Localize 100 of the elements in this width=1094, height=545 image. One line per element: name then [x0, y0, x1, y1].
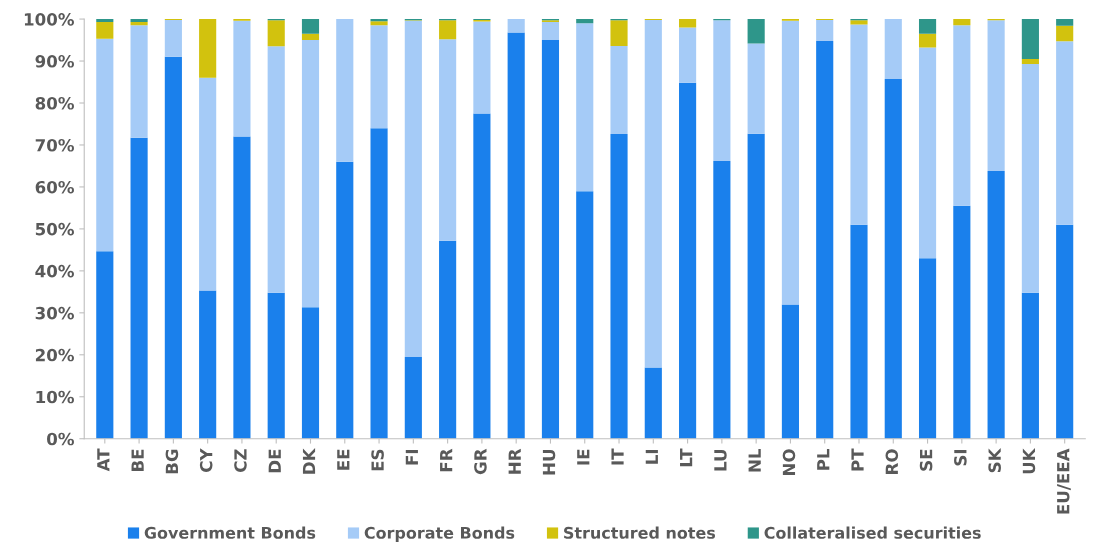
bar — [987, 20, 1005, 171]
bar — [267, 292, 285, 439]
bar — [610, 134, 628, 439]
x-tick-label: NL — [748, 448, 761, 472]
x-tick-label: ES — [371, 449, 384, 471]
bar — [370, 25, 388, 129]
y-tick-label: 20% — [35, 348, 74, 362]
x-tick-label: LT — [680, 448, 693, 467]
x-tick-label: EU/EEA — [1057, 448, 1071, 514]
y-tick-label: 50% — [35, 222, 74, 236]
y-tick-label: 80% — [35, 96, 74, 110]
x-tick-label: AT — [97, 448, 110, 472]
bar — [850, 20, 868, 25]
bar — [918, 258, 937, 439]
bar — [850, 24, 868, 225]
bar — [404, 356, 422, 439]
legend-label: Structured notes — [564, 526, 716, 539]
bar — [610, 20, 628, 46]
bar — [439, 39, 457, 241]
y-tick-label: 10% — [36, 390, 74, 404]
bar — [918, 19, 937, 34]
bar — [953, 19, 971, 26]
bar — [473, 113, 491, 439]
bar — [610, 45, 628, 135]
bar — [301, 33, 320, 41]
bar — [747, 19, 765, 44]
bar — [1056, 19, 1074, 26]
x-tick-label: DE — [268, 449, 281, 473]
bar — [507, 32, 525, 439]
bar — [781, 20, 799, 305]
bar — [953, 25, 971, 206]
bar — [884, 79, 902, 439]
bar — [1056, 25, 1074, 42]
bar — [747, 133, 765, 439]
x-tick-label: HR — [508, 448, 521, 474]
y-tick-label: 100% — [24, 13, 74, 26]
bar — [816, 40, 834, 439]
bar — [336, 19, 354, 162]
bar — [679, 82, 697, 439]
x-tick-label: IT — [611, 448, 624, 465]
bar — [301, 307, 320, 439]
bar — [507, 19, 525, 33]
bar — [1056, 224, 1074, 439]
bar — [439, 240, 457, 439]
y-tick-label: 40% — [35, 264, 74, 278]
bar — [679, 27, 697, 83]
y-tick-label: 90% — [35, 55, 74, 68]
x-tick-label: CY — [199, 448, 213, 472]
bar — [96, 38, 114, 252]
y-tick-label: 70% — [35, 138, 74, 152]
x-tick-label: SE — [919, 449, 933, 471]
bar — [267, 46, 285, 293]
bar — [713, 20, 731, 161]
x-tick-label: UK — [1022, 447, 1036, 474]
bar — [199, 77, 217, 291]
bar — [301, 40, 320, 308]
bar — [473, 21, 491, 114]
bar — [1021, 63, 1039, 293]
bar — [918, 47, 937, 259]
bar — [370, 128, 388, 439]
bar — [644, 367, 662, 439]
bar — [199, 290, 217, 439]
x-tick-label: IE — [577, 449, 590, 465]
bar — [781, 304, 799, 439]
bar — [404, 20, 422, 357]
bar — [541, 40, 560, 439]
x-tick-label: FR — [440, 448, 453, 472]
bar — [370, 19, 388, 22]
bar — [953, 205, 971, 439]
x-tick-label: BG — [165, 449, 179, 474]
x-tick-label: SK — [988, 447, 1001, 473]
bar — [439, 20, 457, 40]
bar — [918, 33, 937, 48]
bar — [301, 19, 320, 34]
x-tick-label: LI — [645, 449, 658, 464]
x-tick-label: HU — [542, 449, 556, 475]
bar — [679, 19, 697, 28]
bar — [1021, 58, 1039, 64]
bar — [164, 56, 182, 439]
x-tick-label: LU — [714, 449, 727, 471]
bar — [1021, 19, 1039, 59]
bar — [96, 22, 114, 39]
bar — [850, 224, 868, 439]
bar — [747, 43, 765, 134]
bar — [267, 20, 285, 47]
x-tick-label: NO — [782, 449, 796, 476]
y-tick-label: 0% — [47, 432, 74, 446]
bar — [336, 161, 354, 439]
bar — [884, 19, 902, 80]
y-tick-label: 60% — [35, 180, 74, 194]
bar — [816, 19, 834, 41]
bar — [713, 160, 731, 439]
bar — [576, 191, 594, 439]
x-tick-label: BE — [131, 449, 144, 471]
x-tick-label: RO — [885, 449, 899, 474]
bar — [164, 19, 182, 57]
x-tick-label: CZ — [234, 449, 247, 472]
bar — [130, 137, 148, 439]
bar — [541, 22, 560, 41]
y-tick-label: 30% — [35, 306, 74, 320]
